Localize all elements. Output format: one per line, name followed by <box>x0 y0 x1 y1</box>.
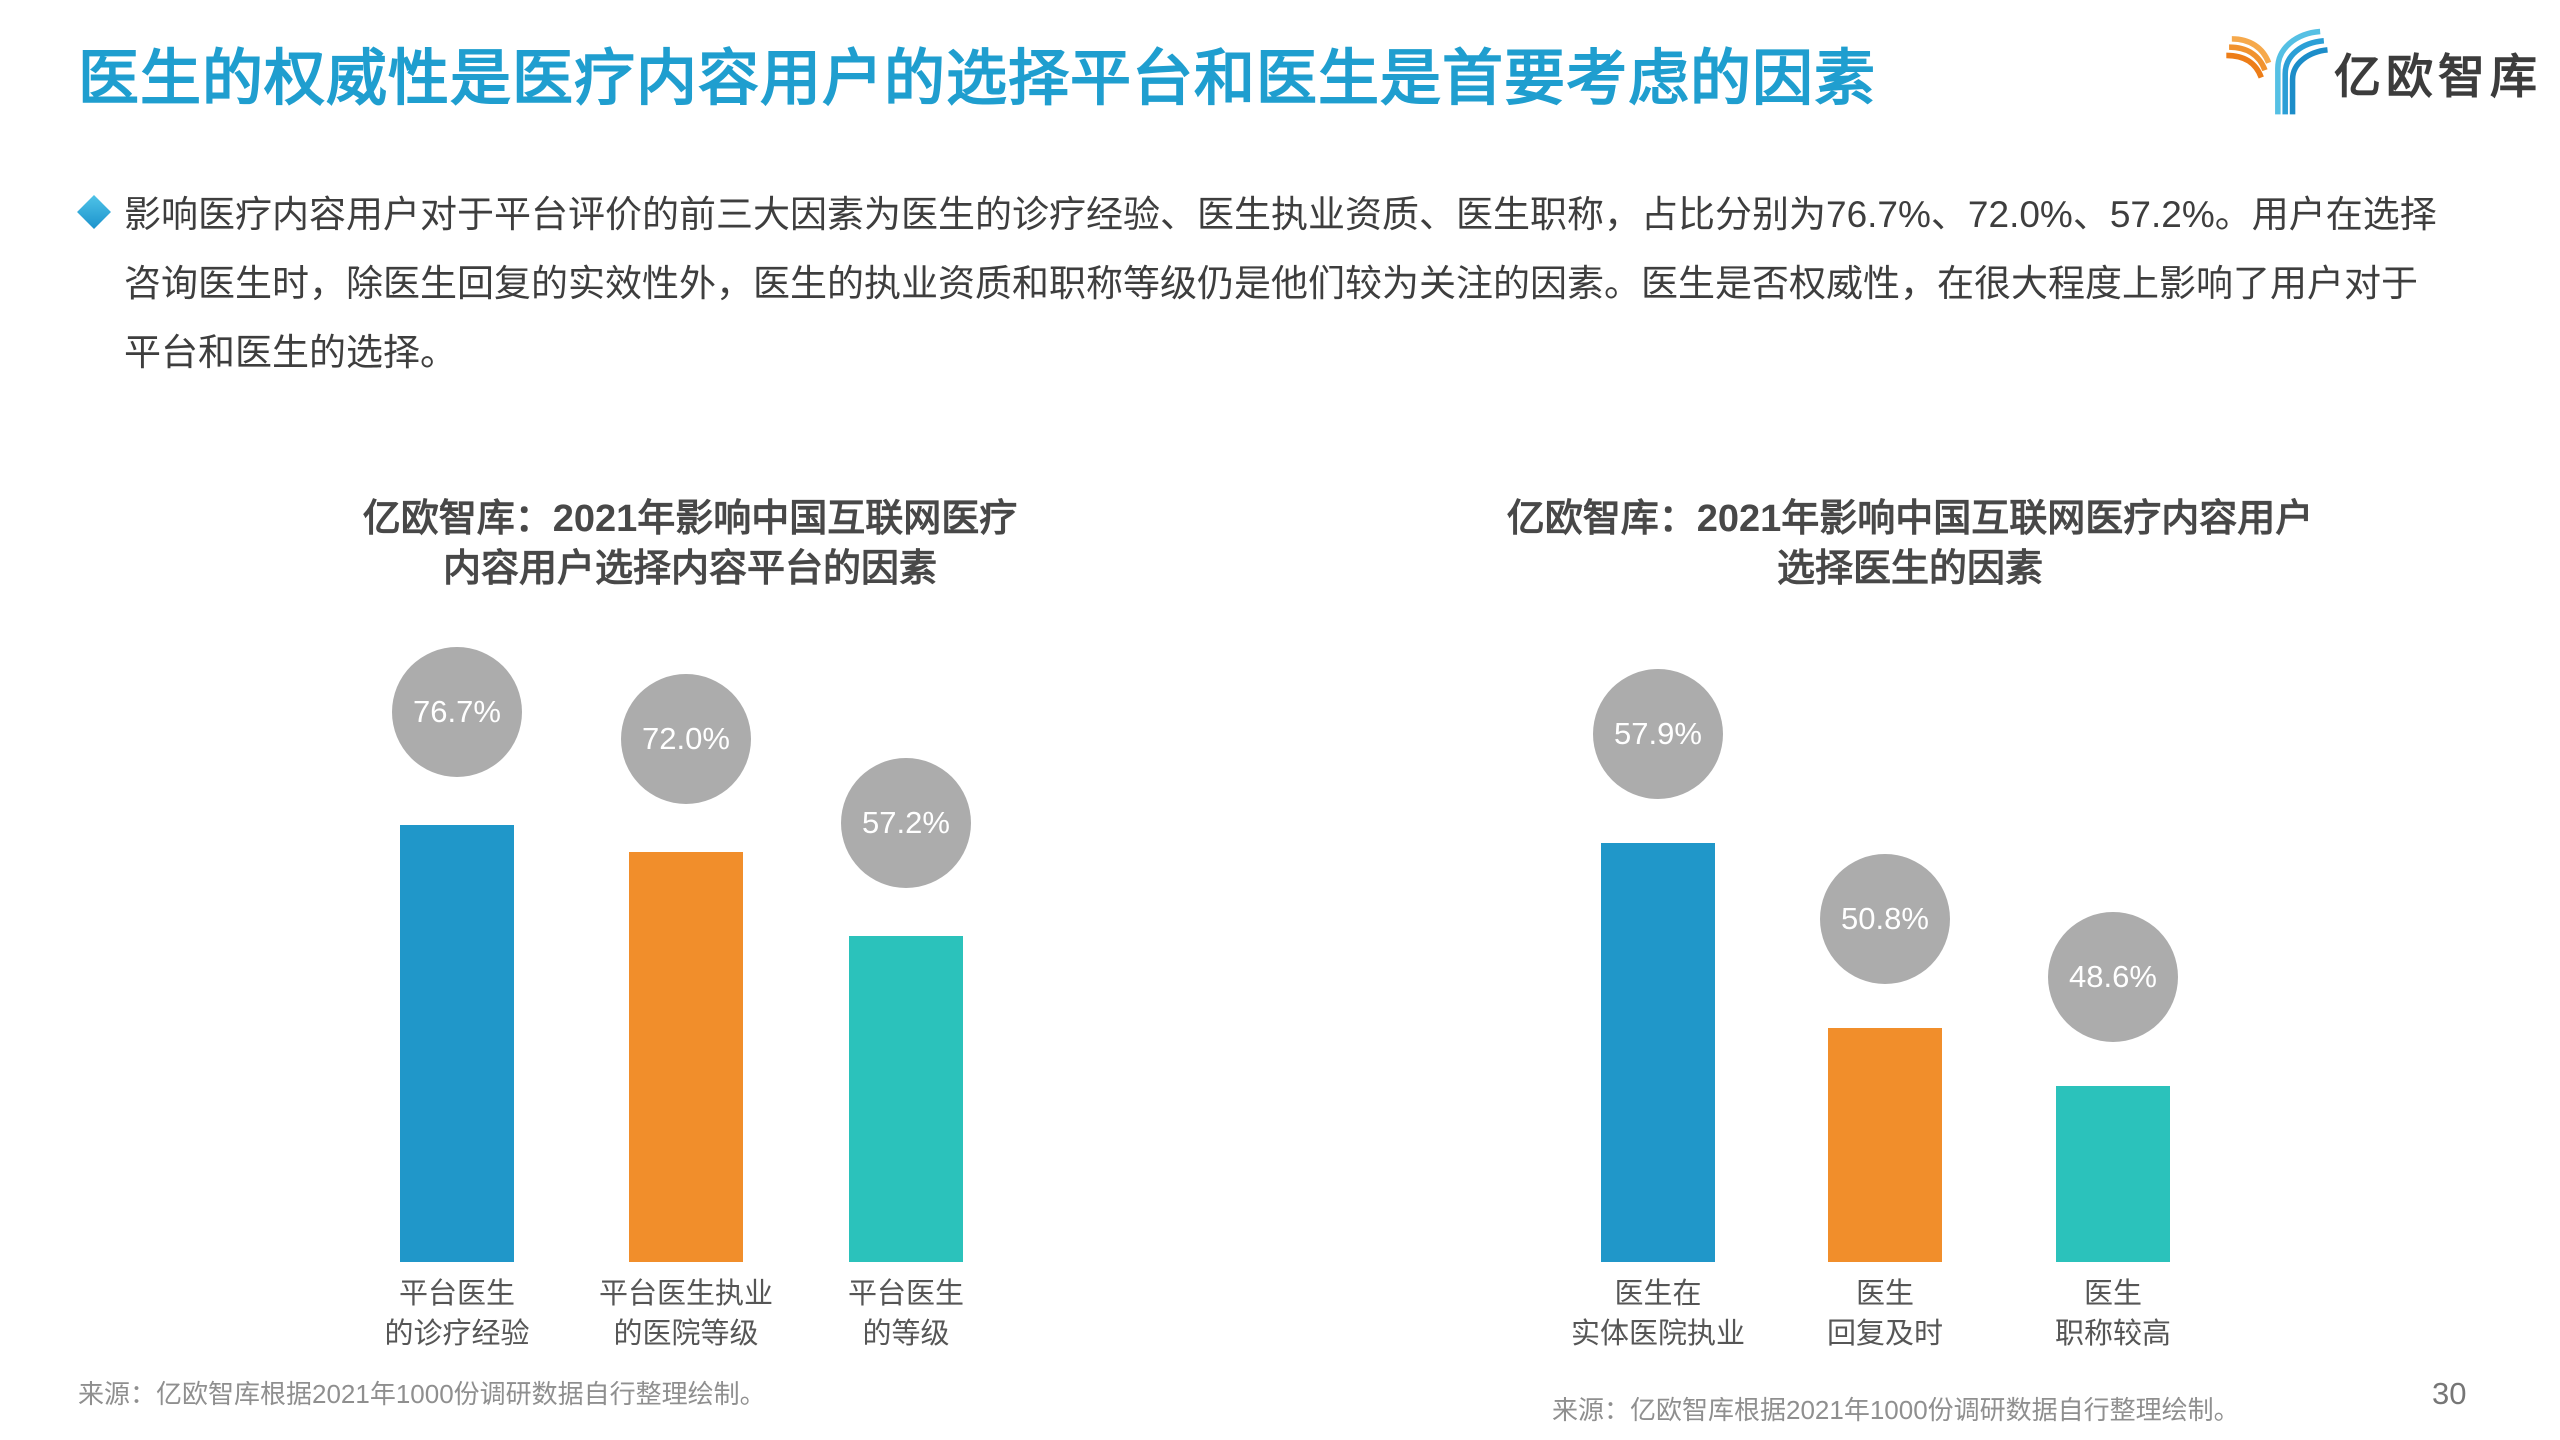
bullet-diamond-icon <box>77 195 111 229</box>
chart-title: 亿欧智库：2021年影响中国互联网医疗内容用户 选择医生的因素 <box>1506 498 2314 590</box>
chart-column: 57.2% 平台医生 的等级 <box>791 620 1021 1350</box>
chart-column: 50.8% 医生 回复及时 <box>1770 620 2000 1350</box>
body-paragraph: 影响医疗内容用户对于平台评价的前三大因素为医生的诊疗经验、医生执业资质、医生职称… <box>124 194 2437 373</box>
chart-column: 57.9% 医生在 实体医院执业 <box>1543 620 1773 1350</box>
logo: 亿欧智库 <box>2224 26 2542 118</box>
value-circle: 76.7% <box>392 647 522 777</box>
category-label: 医生 职称较高 <box>2054 1278 2171 1350</box>
page-number: 30 <box>2432 1376 2467 1411</box>
value-circle: 48.6% <box>2048 912 2178 1042</box>
chart-plot: 57.9% 医生在 实体医院执业 50.8% 医生 回复及时 48.6% 医生 职称较高 <box>1500 620 2320 1350</box>
category-label: 平台医生 的诊疗经验 <box>384 1278 530 1350</box>
chart-title: 亿欧智库：2021年影响中国互联网医疗 内容用户选择内容平台的因素 <box>362 498 1018 590</box>
logo-text: 亿欧智库 <box>2334 49 2542 103</box>
value-circle: 57.2% <box>841 758 971 888</box>
chart-column: 72.0% 平台医生执业 的医院等级 <box>571 620 801 1350</box>
source-note-left: 来源：亿欧智库根据2021年1000份调研数据自行整理绘制。 <box>78 1379 766 1409</box>
page-title: 医生的权威性是医疗内容用户的选择平台和医生是首要考虑的因素 <box>78 44 1877 112</box>
category-label: 平台医生 的等级 <box>847 1278 964 1350</box>
bar <box>1601 843 1715 1262</box>
eo-logo-mark-icon <box>2226 28 2328 115</box>
chart-plot: 76.7% 平台医生 的诊疗经验 72.0% 平台医生执业 的医院等级 57.2% 平台医… <box>340 620 1040 1350</box>
value-circle: 72.0% <box>621 674 751 804</box>
bar <box>849 936 963 1262</box>
category-label: 平台医生执业 的医院等级 <box>598 1278 773 1350</box>
source-note-right: 来源：亿欧智库根据2021年1000份调研数据自行整理绘制。 <box>1552 1395 2240 1425</box>
bar <box>2056 1086 2170 1262</box>
bar <box>629 852 743 1262</box>
value-circle: 57.9% <box>1593 669 1723 799</box>
bar <box>1828 1028 1942 1262</box>
value-circle: 50.8% <box>1820 854 1950 984</box>
chart-platform-factors: 亿欧智库：2021年影响中国互联网医疗 内容用户选择内容平台的因素 76.7% 平… <box>340 494 1040 1350</box>
chart-column: 48.6% 医生 职称较高 <box>1998 620 2228 1350</box>
chart-doctor-factors: 亿欧智库：2021年影响中国互联网医疗内容用户 选择医生的因素 57.9% 医生在… <box>1500 494 2320 1350</box>
chart-column: 76.7% 平台医生 的诊疗经验 <box>342 620 572 1350</box>
bar <box>400 825 514 1262</box>
category-label: 医生 回复及时 <box>1826 1278 1943 1350</box>
category-label: 医生在 实体医院执业 <box>1570 1278 1745 1350</box>
